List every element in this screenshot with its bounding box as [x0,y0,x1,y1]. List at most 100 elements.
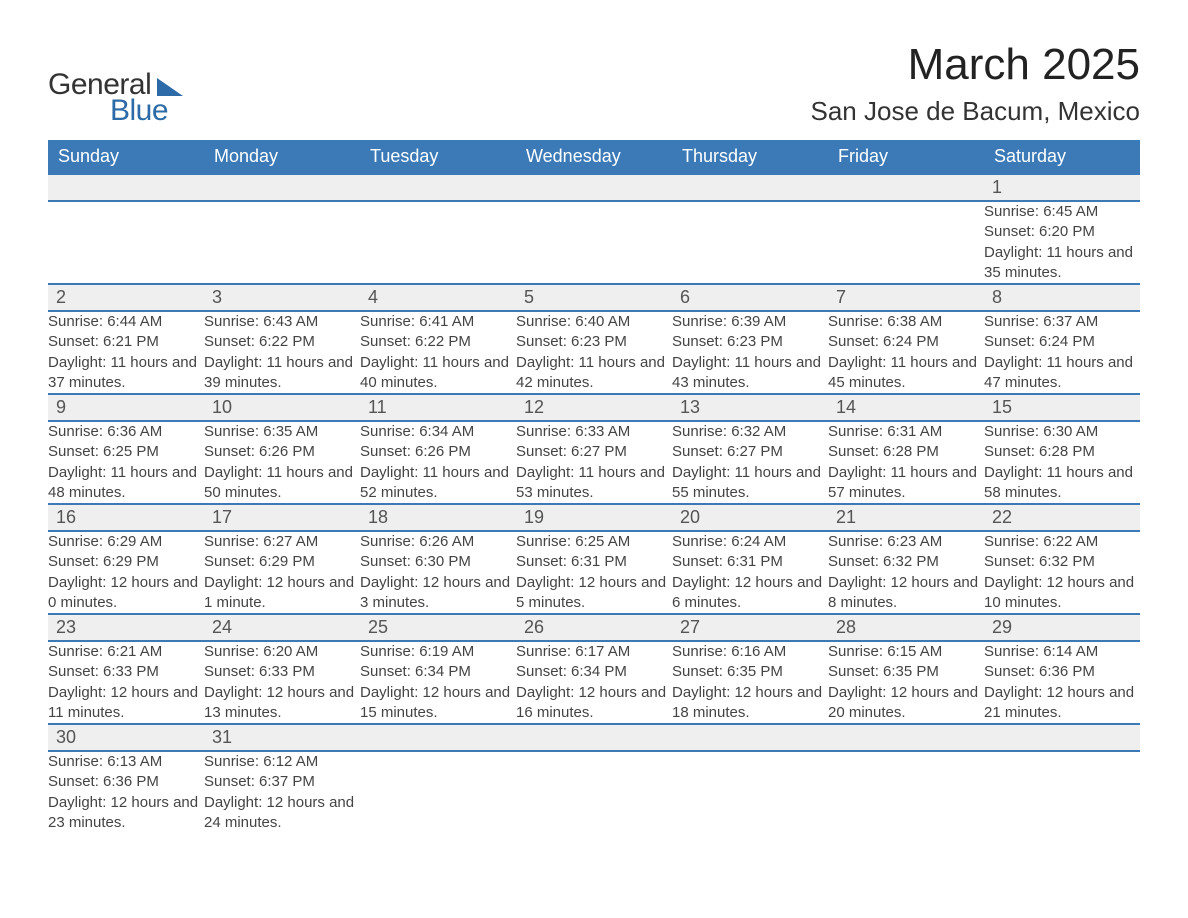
day-cell-detail: Sunrise: 6:19 AMSunset: 6:34 PMDaylight:… [360,641,516,724]
logo: General Blue [48,68,183,128]
sunrise-text: Sunrise: 6:40 AM [516,312,672,332]
day-number: 23 [48,615,204,640]
sunrise-text: Sunrise: 6:32 AM [672,422,828,442]
day-cell-detail: Sunrise: 6:35 AMSunset: 6:26 PMDaylight:… [204,421,360,504]
day-cell-detail: Sunrise: 6:27 AMSunset: 6:29 PMDaylight:… [204,531,360,614]
sunrise-text: Sunrise: 6:16 AM [672,642,828,662]
daylight-text: Daylight: 11 hours and 45 minutes. [828,353,984,394]
daylight-text: Daylight: 11 hours and 48 minutes. [48,463,204,504]
day-cell-detail: Sunrise: 6:32 AMSunset: 6:27 PMDaylight:… [672,421,828,504]
daylight-text: Daylight: 12 hours and 6 minutes. [672,573,828,614]
sunset-text: Sunset: 6:33 PM [48,662,204,682]
day-number: 14 [828,395,984,420]
day-number: 19 [516,505,672,530]
sunset-text: Sunset: 6:34 PM [516,662,672,682]
detail-row: Sunrise: 6:29 AMSunset: 6:29 PMDaylight:… [48,531,1140,614]
day-cell-number: 11 [360,394,516,421]
day-number: 18 [360,505,516,530]
day-cell-number: 15 [984,394,1140,421]
day-number: 10 [204,395,360,420]
day-cell-detail [516,201,672,284]
day-cell-detail [984,751,1140,833]
sunset-text: Sunset: 6:28 PM [828,442,984,462]
day-cell-number: 4 [360,284,516,311]
day-cell-detail: Sunrise: 6:12 AMSunset: 6:37 PMDaylight:… [204,751,360,833]
day-number: 13 [672,395,828,420]
day-cell-detail: Sunrise: 6:29 AMSunset: 6:29 PMDaylight:… [48,531,204,614]
day-cell-detail [360,751,516,833]
daynum-row: 9101112131415 [48,394,1140,421]
day-cell-detail: Sunrise: 6:37 AMSunset: 6:24 PMDaylight:… [984,311,1140,394]
month-title: March 2025 [811,40,1141,90]
sunrise-text: Sunrise: 6:22 AM [984,532,1140,552]
day-cell-number [360,724,516,751]
day-cell-detail: Sunrise: 6:16 AMSunset: 6:35 PMDaylight:… [672,641,828,724]
day-cell-number: 20 [672,504,828,531]
logo-text-blue: Blue [110,94,168,128]
location: San Jose de Bacum, Mexico [811,96,1141,127]
day-number: 28 [828,615,984,640]
sunset-text: Sunset: 6:27 PM [516,442,672,462]
sunrise-text: Sunrise: 6:41 AM [360,312,516,332]
day-number: 21 [828,505,984,530]
day-cell-number: 16 [48,504,204,531]
sunset-text: Sunset: 6:36 PM [984,662,1140,682]
day-cell-detail: Sunrise: 6:36 AMSunset: 6:25 PMDaylight:… [48,421,204,504]
day-cell-detail: Sunrise: 6:40 AMSunset: 6:23 PMDaylight:… [516,311,672,394]
daylight-text: Daylight: 12 hours and 15 minutes. [360,683,516,724]
day-number: 2 [48,285,204,310]
sunrise-text: Sunrise: 6:12 AM [204,752,360,772]
day-number: 12 [516,395,672,420]
daylight-text: Daylight: 11 hours and 39 minutes. [204,353,360,394]
day-number: 29 [984,615,1140,640]
day-cell-detail [828,201,984,284]
sunset-text: Sunset: 6:33 PM [204,662,360,682]
daylight-text: Daylight: 11 hours and 43 minutes. [672,353,828,394]
sunset-text: Sunset: 6:31 PM [516,552,672,572]
title-block: March 2025 San Jose de Bacum, Mexico [811,40,1141,127]
day-cell-number: 6 [672,284,828,311]
daylight-text: Daylight: 12 hours and 3 minutes. [360,573,516,614]
sunrise-text: Sunrise: 6:37 AM [984,312,1140,332]
sunset-text: Sunset: 6:24 PM [984,332,1140,352]
day-cell-detail [672,201,828,284]
day-cell-number [672,174,828,201]
day-cell-detail: Sunrise: 6:45 AMSunset: 6:20 PMDaylight:… [984,201,1140,284]
day-cell-number: 23 [48,614,204,641]
day-cell-detail: Sunrise: 6:13 AMSunset: 6:36 PMDaylight:… [48,751,204,833]
day-header-row: SundayMondayTuesdayWednesdayThursdayFrid… [48,140,1140,174]
day-cell-detail: Sunrise: 6:21 AMSunset: 6:33 PMDaylight:… [48,641,204,724]
sunrise-text: Sunrise: 6:29 AM [48,532,204,552]
sunset-text: Sunset: 6:32 PM [828,552,984,572]
daylight-text: Daylight: 11 hours and 50 minutes. [204,463,360,504]
day-cell-number: 9 [48,394,204,421]
sunset-text: Sunset: 6:28 PM [984,442,1140,462]
day-cell-detail: Sunrise: 6:22 AMSunset: 6:32 PMDaylight:… [984,531,1140,614]
sunrise-text: Sunrise: 6:39 AM [672,312,828,332]
sunrise-text: Sunrise: 6:31 AM [828,422,984,442]
sunset-text: Sunset: 6:30 PM [360,552,516,572]
sunrise-text: Sunrise: 6:15 AM [828,642,984,662]
detail-row: Sunrise: 6:44 AMSunset: 6:21 PMDaylight:… [48,311,1140,394]
day-cell-number: 8 [984,284,1140,311]
day-number: 22 [984,505,1140,530]
detail-row: Sunrise: 6:36 AMSunset: 6:25 PMDaylight:… [48,421,1140,504]
day-header: Monday [204,140,360,174]
day-cell-number: 31 [204,724,360,751]
day-cell-detail: Sunrise: 6:33 AMSunset: 6:27 PMDaylight:… [516,421,672,504]
day-cell-detail: Sunrise: 6:41 AMSunset: 6:22 PMDaylight:… [360,311,516,394]
logo-triangle-icon [157,78,183,96]
day-cell-detail: Sunrise: 6:26 AMSunset: 6:30 PMDaylight:… [360,531,516,614]
day-cell-detail [48,201,204,284]
day-cell-detail: Sunrise: 6:15 AMSunset: 6:35 PMDaylight:… [828,641,984,724]
day-number: 16 [48,505,204,530]
day-cell-detail [360,201,516,284]
sunset-text: Sunset: 6:35 PM [672,662,828,682]
daylight-text: Daylight: 12 hours and 8 minutes. [828,573,984,614]
daylight-text: Daylight: 11 hours and 55 minutes. [672,463,828,504]
day-cell-number: 7 [828,284,984,311]
day-cell-number [984,724,1140,751]
sunrise-text: Sunrise: 6:33 AM [516,422,672,442]
daylight-text: Daylight: 12 hours and 10 minutes. [984,573,1140,614]
day-cell-number [48,174,204,201]
